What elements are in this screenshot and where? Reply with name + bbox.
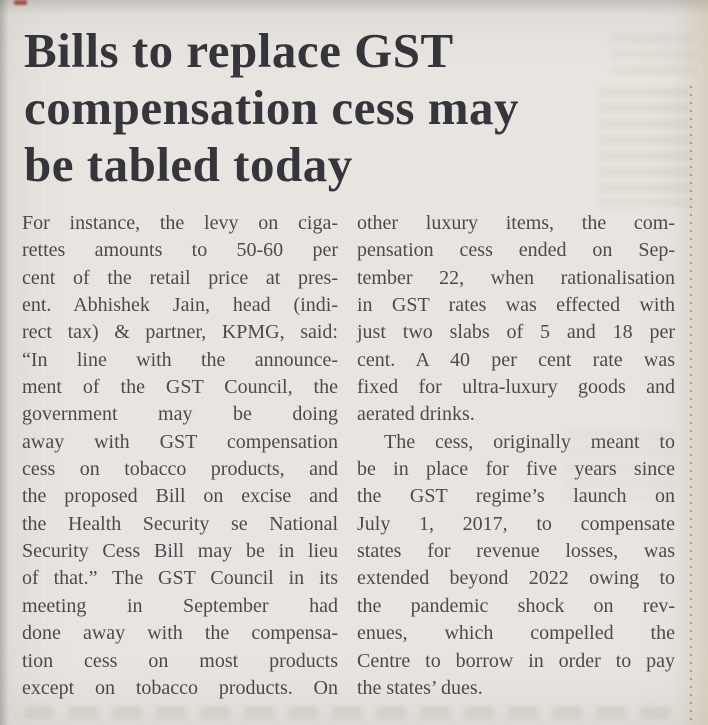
headline-line: be tabled today <box>24 137 353 192</box>
photo-left-shadow <box>0 0 9 725</box>
article-line: ment of the GST Council, the <box>22 376 338 399</box>
article-line: just two slabs of 5 and 18 per <box>357 321 675 344</box>
article-line: the pandemic shock on rev- <box>357 594 675 617</box>
headline-line: Bills to replace GST <box>24 23 454 78</box>
article-line: cess on tobacco products, and <box>22 458 338 481</box>
article-column-left: For instance, the levy on ciga-rettes am… <box>22 210 338 702</box>
article-line: in GST rates was effected with <box>357 294 675 317</box>
photo-top-shadow <box>0 0 708 14</box>
article-line: away with GST compensation <box>22 430 338 453</box>
article-line: done away with the compensa- <box>22 622 338 645</box>
article-line: the Health Security se National <box>22 512 338 535</box>
article-line: “In line with the announce- <box>22 348 338 371</box>
article-line: The cess, originally meant to <box>384 430 675 453</box>
article-line: cent. A 40 per cent rate was <box>357 348 675 371</box>
article-line: tember 22, when rationalisation <box>357 266 675 289</box>
article-line: For instance, the levy on ciga- <box>22 212 338 234</box>
article-line: aerated drinks. <box>357 403 475 426</box>
article-line: meeting in September had <box>22 594 338 617</box>
article-column-right: other luxury items, the com-pensation ce… <box>357 210 675 702</box>
article-headline: Bills to replace GST compensation cess m… <box>24 22 686 193</box>
article-line: pensation cess ended on Sep- <box>357 239 675 262</box>
red-ink-mark <box>14 0 27 5</box>
column-separator-dotted-rule <box>690 86 692 725</box>
article-line: the GST regime’s launch on <box>357 485 675 508</box>
article-line: ent. Abhishek Jain, head (indi- <box>22 294 338 317</box>
article-line: the states’ dues. <box>357 676 483 699</box>
article-line: be in place for five years since <box>357 458 675 481</box>
article-line: July 1, 2017, to compensate <box>357 512 675 535</box>
headline-line: compensation cess may <box>24 80 520 135</box>
article-line: tion cess on most products <box>22 649 338 672</box>
article-line: government may be doing <box>22 403 338 426</box>
article-line: Security Cess Bill may be in lieu <box>22 540 338 563</box>
article-line: cent of the retail price at pres- <box>22 266 338 289</box>
article-line: states for revenue losses, was <box>357 540 675 563</box>
article-line: Centre to borrow in order to pay <box>357 649 675 672</box>
article-line: fixed for ultra-luxury goods and <box>357 376 675 399</box>
article-line: extended beyond 2022 owing to <box>357 567 675 590</box>
article-line: other luxury items, the com- <box>357 212 675 234</box>
article-line: enues, which compelled the <box>357 622 675 645</box>
article-line: rect tax) & partner, KPMG, said: <box>22 321 338 344</box>
article-line: of that.” The GST Council in its <box>22 567 338 590</box>
print-showthrough-ghost <box>24 706 674 719</box>
article-line: except on tobacco products. On <box>22 676 338 699</box>
article-line: the proposed Bill on excise and <box>22 485 338 508</box>
article-line: rettes amounts to 50-60 per <box>22 239 338 262</box>
